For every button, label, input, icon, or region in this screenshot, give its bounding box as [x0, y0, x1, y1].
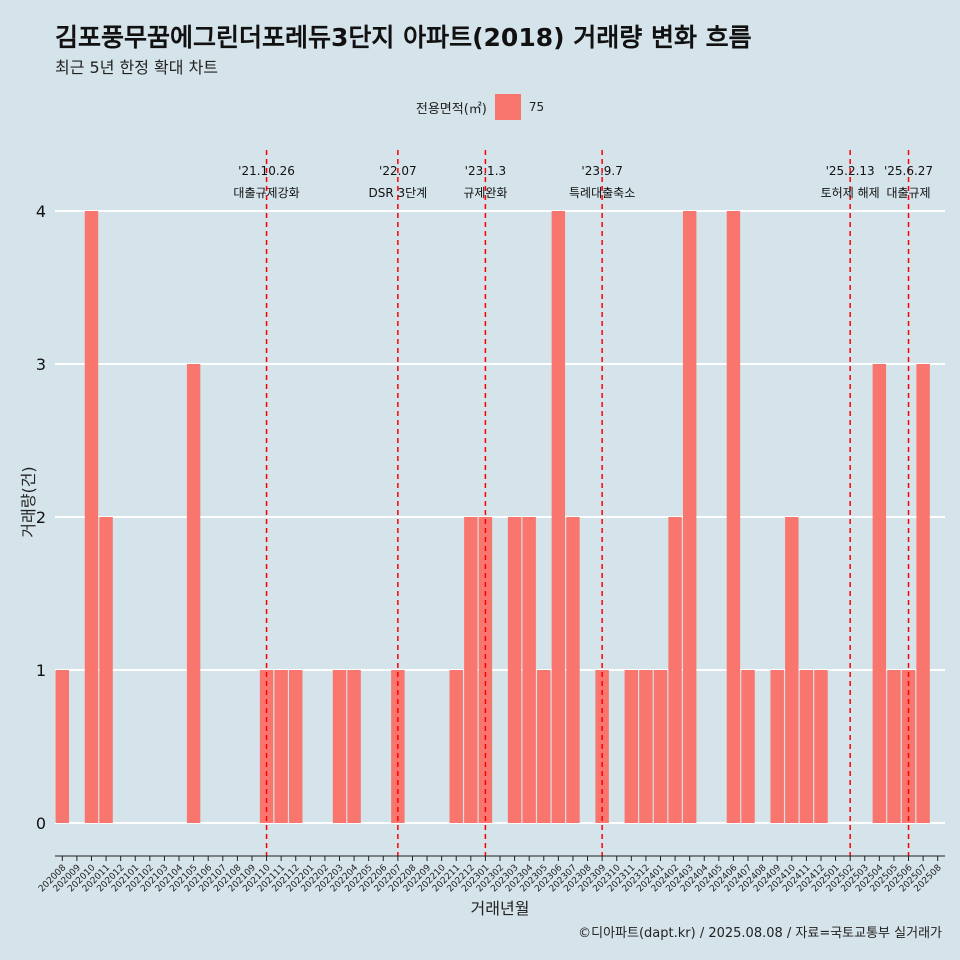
bar	[682, 211, 697, 823]
bar	[887, 670, 901, 823]
bar	[916, 364, 930, 823]
bar	[639, 670, 653, 823]
chart-subtitle: 최근 5년 한정 확대 차트	[55, 58, 219, 77]
chart-title: 김포풍무꿈에그린더포레듀3단지 아파트(2018) 거래량 변화 흐름	[55, 23, 752, 52]
legend: 전용면적(㎡) 75	[0, 94, 960, 120]
event-date: '22.07	[379, 164, 417, 178]
event-label: 규제완화	[463, 186, 507, 200]
bar	[624, 670, 639, 823]
event-date: '25.2.13	[826, 164, 875, 178]
y-axis-title: 거래량(건)	[19, 466, 38, 537]
y-tick-label: 3	[36, 355, 46, 374]
bar	[478, 517, 493, 823]
bar	[741, 670, 755, 823]
caption: ©디아파트(dapt.kr) / 2025.08.08 / 자료=국토교통부 실…	[578, 926, 942, 941]
y-tick-label: 2	[36, 508, 46, 527]
bar	[799, 670, 814, 823]
event-date: '23.1.3	[465, 164, 506, 178]
bar	[668, 517, 682, 823]
bar	[55, 670, 70, 823]
bar	[274, 670, 288, 823]
bar	[99, 517, 113, 823]
bar	[551, 211, 566, 823]
event-label: 대출규제강화	[233, 186, 299, 200]
bar	[814, 670, 828, 823]
event-layer: '21.10.26 대출규제강화 '22.07 DSR 3단계 '23.1.3 규제완화 '…	[233, 150, 933, 856]
bar	[653, 670, 668, 823]
y-tick-label: 4	[36, 202, 46, 221]
bar	[522, 517, 536, 823]
event-label: 대출규제	[886, 186, 930, 200]
bar	[464, 517, 478, 823]
bar	[770, 670, 784, 823]
bar	[84, 211, 99, 823]
event-label: 토허제 해제	[821, 186, 880, 200]
y-tick-label: 1	[36, 661, 46, 680]
bar	[332, 670, 347, 823]
bar	[449, 670, 463, 823]
bar	[785, 517, 799, 823]
y-tick-label: 0	[36, 814, 46, 833]
legend-key	[494, 94, 521, 120]
bar	[566, 517, 580, 823]
bar	[872, 364, 887, 823]
legend-label: 75	[528, 100, 545, 114]
bar	[537, 670, 551, 823]
bar	[186, 364, 201, 823]
event-date: '23.9.7	[581, 164, 622, 178]
bar	[289, 670, 303, 823]
event-label: 특례대출축소	[569, 186, 635, 200]
legend-title: 전용면적(㎡)	[415, 101, 487, 117]
event-label: DSR 3단계	[369, 186, 428, 200]
bar	[347, 670, 361, 823]
event-date: '21.10.26	[238, 164, 295, 178]
x-axis-title: 거래년월	[471, 899, 530, 918]
event-date: '25.6.27	[884, 164, 933, 178]
bar	[507, 517, 522, 823]
bar	[726, 211, 741, 823]
